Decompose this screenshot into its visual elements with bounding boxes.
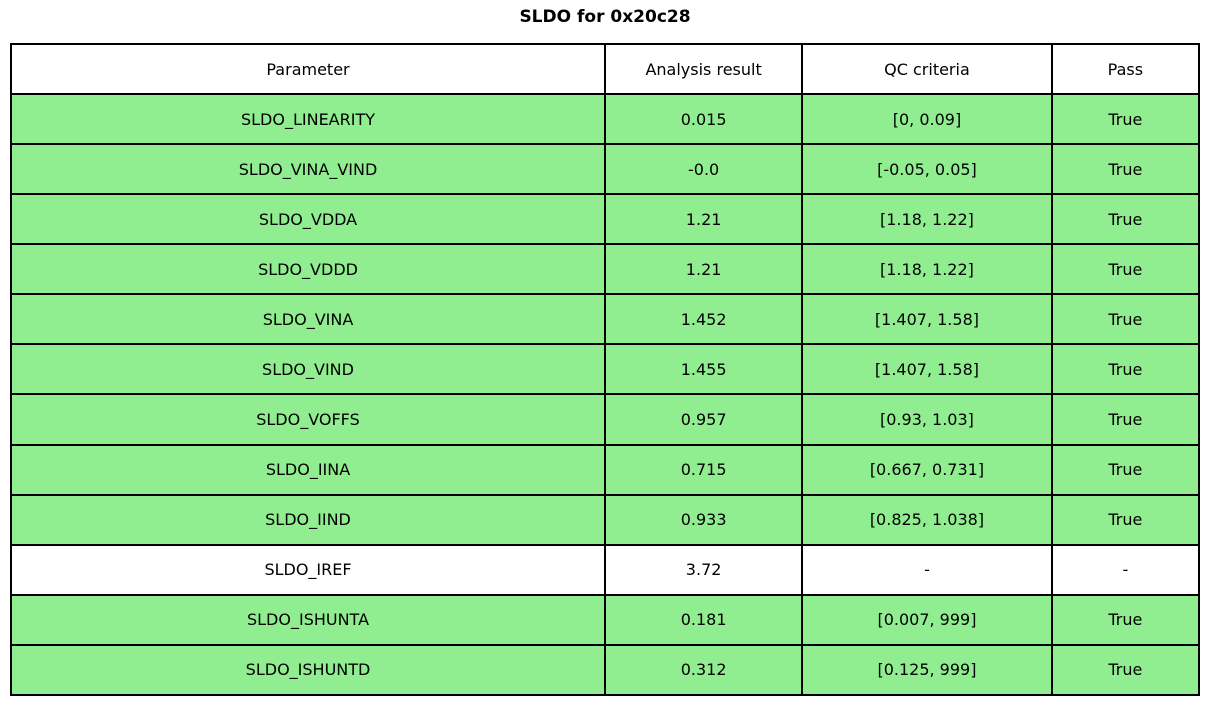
table-row: SLDO_VIND 1.455 [1.407, 1.58] True [9,343,1201,396]
cell-pass: True [1050,593,1201,646]
cell-qc: [1.407, 1.58] [801,343,1053,396]
cell-qc: [0.825, 1.038] [801,493,1053,546]
table-row: SLDO_IIND 0.933 [0.825, 1.038] True [9,493,1201,546]
cell-result: 0.933 [604,493,804,546]
cell-pass: - [1050,543,1201,596]
cell-parameter: SLDO_ISHUNTD [9,643,607,697]
cell-parameter: SLDO_IINA [9,443,607,496]
table-row: SLDO_ISHUNTD 0.312 [0.125, 999] True [9,643,1201,697]
cell-result: 0.015 [604,92,804,146]
cell-parameter: SLDO_VIND [9,343,607,396]
cell-pass: True [1050,92,1201,146]
cell-result: 1.455 [604,343,804,396]
cell-parameter: SLDO_IREF [9,543,607,596]
table-row: SLDO_IINA 0.715 [0.667, 0.731] True [9,443,1201,496]
page-title: SLDO for 0x20c28 [519,7,691,27]
cell-pass: True [1050,193,1201,246]
cell-parameter: SLDO_VINA [9,293,607,346]
table-row: SLDO_VOFFS 0.957 [0.93, 1.03] True [9,393,1201,446]
cell-parameter: SLDO_IIND [9,493,607,546]
cell-qc: [1.18, 1.22] [801,193,1053,246]
cell-pass: True [1050,293,1201,346]
cell-parameter: SLDO_VINA_VIND [9,143,607,196]
qc-results-table: Parameter Analysis result QC criteria Pa… [9,43,1201,697]
cell-result: 3.72 [604,543,804,596]
cell-parameter: SLDO_ISHUNTA [9,593,607,646]
header-qc-criteria: QC criteria [801,43,1053,95]
cell-pass: True [1050,343,1201,396]
table-header-row: Parameter Analysis result QC criteria Pa… [9,43,1201,95]
header-pass: Pass [1050,43,1201,95]
cell-result: 1.21 [604,243,804,296]
cell-parameter: SLDO_LINEARITY [9,92,607,146]
cell-result: 0.181 [604,593,804,646]
table-row: SLDO_LINEARITY 0.015 [0, 0.09] True [9,92,1201,146]
table-row: SLDO_ISHUNTA 0.181 [0.007, 999] True [9,593,1201,646]
cell-result: 0.312 [604,643,804,697]
header-analysis-result: Analysis result [604,43,804,95]
cell-parameter: SLDO_VDDD [9,243,607,296]
cell-qc: [1.407, 1.58] [801,293,1053,346]
cell-qc: [0.667, 0.731] [801,443,1053,496]
cell-pass: True [1050,493,1201,546]
cell-result: -0.0 [604,143,804,196]
cell-result: 0.715 [604,443,804,496]
cell-qc: - [801,543,1053,596]
table-row: SLDO_VINA 1.452 [1.407, 1.58] True [9,293,1201,346]
cell-qc: [0.125, 999] [801,643,1053,697]
cell-qc: [0, 0.09] [801,92,1053,146]
cell-pass: True [1050,243,1201,296]
header-parameter: Parameter [9,43,607,95]
cell-qc: [0.93, 1.03] [801,393,1053,446]
table-row: SLDO_VDDA 1.21 [1.18, 1.22] True [9,193,1201,246]
cell-parameter: SLDO_VDDA [9,193,607,246]
table-row: SLDO_VINA_VIND -0.0 [-0.05, 0.05] True [9,143,1201,196]
table-row: SLDO_IREF 3.72 - - [9,543,1201,596]
cell-result: 1.21 [604,193,804,246]
cell-result: 0.957 [604,393,804,446]
cell-qc: [-0.05, 0.05] [801,143,1053,196]
cell-pass: True [1050,393,1201,446]
table-row: SLDO_VDDD 1.21 [1.18, 1.22] True [9,243,1201,296]
cell-result: 1.452 [604,293,804,346]
cell-pass: True [1050,443,1201,496]
cell-pass: True [1050,643,1201,697]
cell-pass: True [1050,143,1201,196]
cell-qc: [1.18, 1.22] [801,243,1053,296]
cell-parameter: SLDO_VOFFS [9,393,607,446]
cell-qc: [0.007, 999] [801,593,1053,646]
